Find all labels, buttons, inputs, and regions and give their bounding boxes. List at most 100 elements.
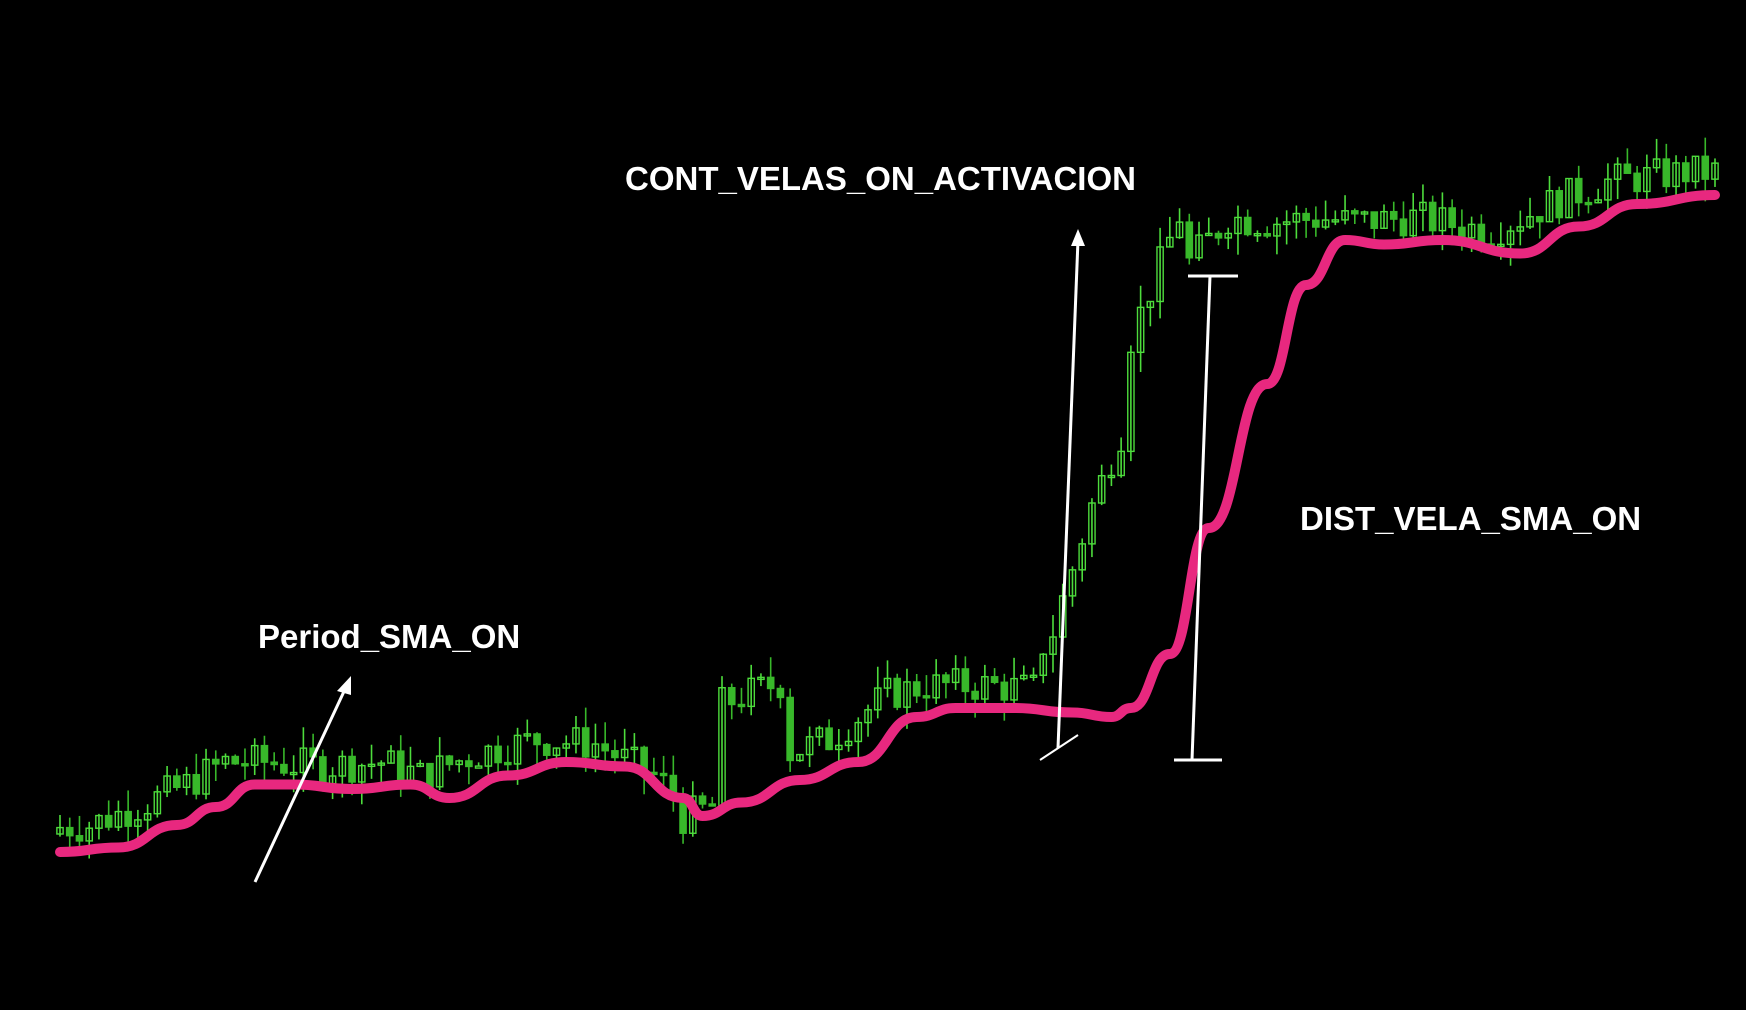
candle-body bbox=[708, 803, 717, 807]
candle-body bbox=[348, 755, 356, 783]
candle-body bbox=[1652, 158, 1661, 169]
candle-body bbox=[1565, 177, 1573, 219]
candle-body bbox=[1535, 216, 1544, 223]
candle-body bbox=[1302, 212, 1310, 221]
candle-body bbox=[1282, 221, 1291, 226]
annotation-dist: DIST_VELA_SMA_ON bbox=[1174, 274, 1641, 762]
candle-body bbox=[241, 763, 249, 767]
candle-body bbox=[1029, 674, 1038, 678]
candles-layer bbox=[56, 137, 1719, 859]
candle-body bbox=[250, 744, 259, 766]
candle-body bbox=[1711, 162, 1719, 180]
candle-body bbox=[163, 775, 171, 793]
dist-range-line bbox=[1190, 275, 1212, 761]
candle-body bbox=[542, 743, 551, 756]
candle-body bbox=[591, 743, 600, 758]
candle-body bbox=[1331, 219, 1340, 223]
candle-body bbox=[173, 775, 181, 789]
candle-body bbox=[299, 747, 308, 774]
candle-body bbox=[396, 750, 405, 782]
candle-body bbox=[1370, 211, 1379, 229]
candle-body bbox=[1604, 178, 1612, 201]
candle-body bbox=[796, 753, 804, 762]
candle-body bbox=[1234, 216, 1242, 235]
candle-body bbox=[805, 736, 814, 756]
candle-body bbox=[1662, 158, 1671, 188]
candle-body bbox=[630, 746, 639, 751]
period-arrowhead-icon bbox=[337, 676, 351, 695]
candle-body bbox=[971, 690, 979, 700]
candle-body bbox=[864, 709, 872, 724]
candle-body bbox=[1312, 219, 1320, 228]
candle-body bbox=[552, 747, 561, 756]
candle-body bbox=[1399, 218, 1408, 237]
candle-body bbox=[698, 795, 707, 805]
candle-body bbox=[85, 827, 94, 842]
candle-body bbox=[1691, 155, 1700, 183]
candle-body bbox=[202, 758, 210, 795]
candle-body bbox=[1166, 236, 1174, 248]
candle-body bbox=[153, 791, 162, 815]
candle-body bbox=[854, 721, 863, 743]
candle-body bbox=[1497, 243, 1505, 248]
candle-body bbox=[1127, 351, 1135, 453]
candle-body bbox=[445, 755, 454, 766]
candle-body bbox=[1516, 226, 1525, 232]
candle-body bbox=[873, 687, 882, 711]
candle-body bbox=[1360, 211, 1369, 215]
candle-body bbox=[1526, 216, 1534, 228]
candle-body bbox=[465, 760, 473, 768]
candle-body bbox=[533, 733, 541, 746]
candle-body bbox=[455, 760, 463, 766]
candle-body bbox=[338, 755, 347, 777]
candle-body bbox=[1380, 210, 1388, 229]
candle-body bbox=[426, 762, 434, 788]
candle-body bbox=[1672, 162, 1680, 188]
candle-body bbox=[289, 771, 298, 776]
dist-vela-label: DIST_VELA_SMA_ON bbox=[1300, 500, 1641, 537]
candle-body bbox=[1263, 232, 1271, 237]
candle-body bbox=[1545, 190, 1554, 223]
candle-body bbox=[1039, 653, 1048, 676]
candle-body bbox=[435, 755, 444, 788]
candle-body bbox=[1185, 221, 1194, 259]
candle-body bbox=[280, 763, 288, 774]
candle-body bbox=[104, 814, 113, 828]
candle-body bbox=[270, 761, 278, 766]
candle-body bbox=[1146, 300, 1155, 309]
candle-body bbox=[95, 814, 103, 829]
candle-body bbox=[1204, 232, 1213, 237]
candle-body bbox=[231, 755, 240, 765]
candle-body bbox=[766, 676, 775, 690]
candle-body bbox=[523, 733, 532, 737]
candle-body bbox=[494, 745, 502, 764]
candle-body bbox=[513, 734, 522, 765]
candle-body bbox=[143, 812, 152, 821]
candle-body bbox=[562, 743, 571, 749]
candle-body bbox=[377, 762, 386, 766]
candle-body bbox=[114, 810, 123, 828]
candle-body bbox=[815, 727, 824, 738]
candle-body bbox=[601, 743, 609, 752]
candle-body bbox=[1010, 677, 1018, 701]
candle-body bbox=[951, 668, 960, 684]
candle-body bbox=[1623, 163, 1632, 174]
candle-body bbox=[1574, 177, 1583, 204]
candle-body bbox=[1068, 569, 1077, 597]
candle-body bbox=[1438, 207, 1447, 232]
candle-body bbox=[1681, 162, 1690, 183]
candle-body bbox=[1136, 306, 1145, 354]
candle-body bbox=[835, 744, 843, 751]
candle-body bbox=[504, 761, 512, 766]
candle-body bbox=[1078, 543, 1087, 571]
candle-body bbox=[903, 681, 911, 708]
candle-body bbox=[484, 745, 493, 767]
candle-body bbox=[1321, 219, 1330, 228]
candle-body bbox=[727, 687, 736, 706]
candle-body bbox=[844, 740, 853, 747]
candle-body bbox=[942, 674, 950, 684]
candle-body bbox=[1467, 223, 1476, 239]
candle-body bbox=[319, 756, 327, 785]
